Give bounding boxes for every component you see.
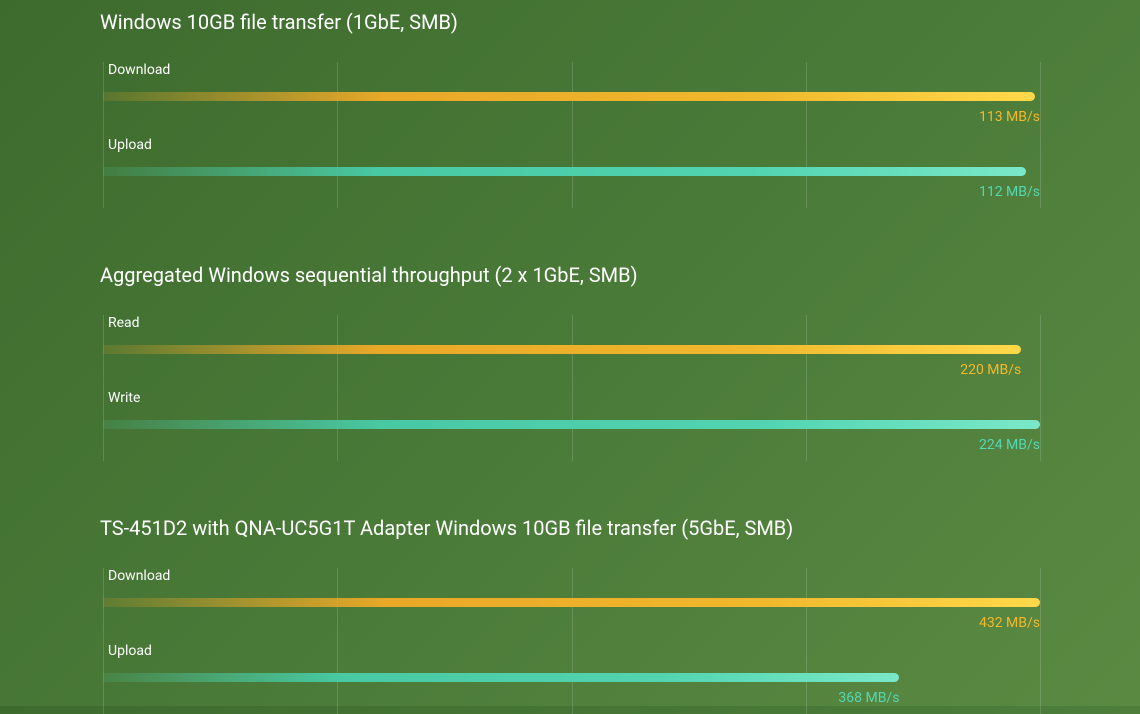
chart-area: Download 432 MB/s Upload 368 MB/s [100,568,1040,714]
bar-label: Upload [103,643,1040,659]
bar-label: Download [103,568,1040,584]
chart-area: Download 113 MB/s Upload 112 MB/s [100,62,1040,208]
bar-row: Read 220 MB/s [103,315,1040,386]
bar-fill-orange [103,92,1035,101]
bar-fill-green [103,673,899,682]
bar-row: Upload 112 MB/s [103,137,1040,208]
bar-track [103,92,1040,101]
bar-value: 112 MB/s [103,184,1040,208]
charts-container: Windows 10GB file transfer (1GbE, SMB) D… [0,0,1140,714]
bar-fill-green [103,420,1040,429]
bar-value: 220 MB/s [103,362,1021,386]
bar-track [103,420,1040,429]
bar-track [103,345,1040,354]
bar-value: 113 MB/s [103,109,1040,133]
chart-block: Aggregated Windows sequential throughput… [100,263,1040,461]
chart-area: Read 220 MB/s Write 224 MB/s [100,315,1040,461]
chart-block: Windows 10GB file transfer (1GbE, SMB) D… [100,10,1040,208]
bar-value: 432 MB/s [103,615,1040,639]
bar-row: Write 224 MB/s [103,390,1040,461]
bar-track [103,598,1040,607]
bar-label: Read [103,315,1040,331]
bar-track [103,167,1040,176]
chart-block: TS-451D2 with QNA-UC5G1T Adapter Windows… [100,516,1040,714]
chart-title: Aggregated Windows sequential throughput… [100,263,1040,287]
bar-fill-orange [103,345,1021,354]
bar-label: Write [103,390,1040,406]
bar-label: Download [103,62,1040,78]
chart-title: Windows 10GB file transfer (1GbE, SMB) [100,10,1040,34]
bar-track [103,673,1040,682]
chart-title: TS-451D2 with QNA-UC5G1T Adapter Windows… [100,516,1040,540]
bar-fill-orange [103,598,1040,607]
bar-fill-green [103,167,1026,176]
bar-row: Download 432 MB/s [103,568,1040,639]
bar-row: Upload 368 MB/s [103,643,1040,714]
bar-value: 224 MB/s [103,437,1040,461]
bar-row: Download 113 MB/s [103,62,1040,133]
bar-label: Upload [103,137,1040,153]
bar-value: 368 MB/s [103,690,899,714]
